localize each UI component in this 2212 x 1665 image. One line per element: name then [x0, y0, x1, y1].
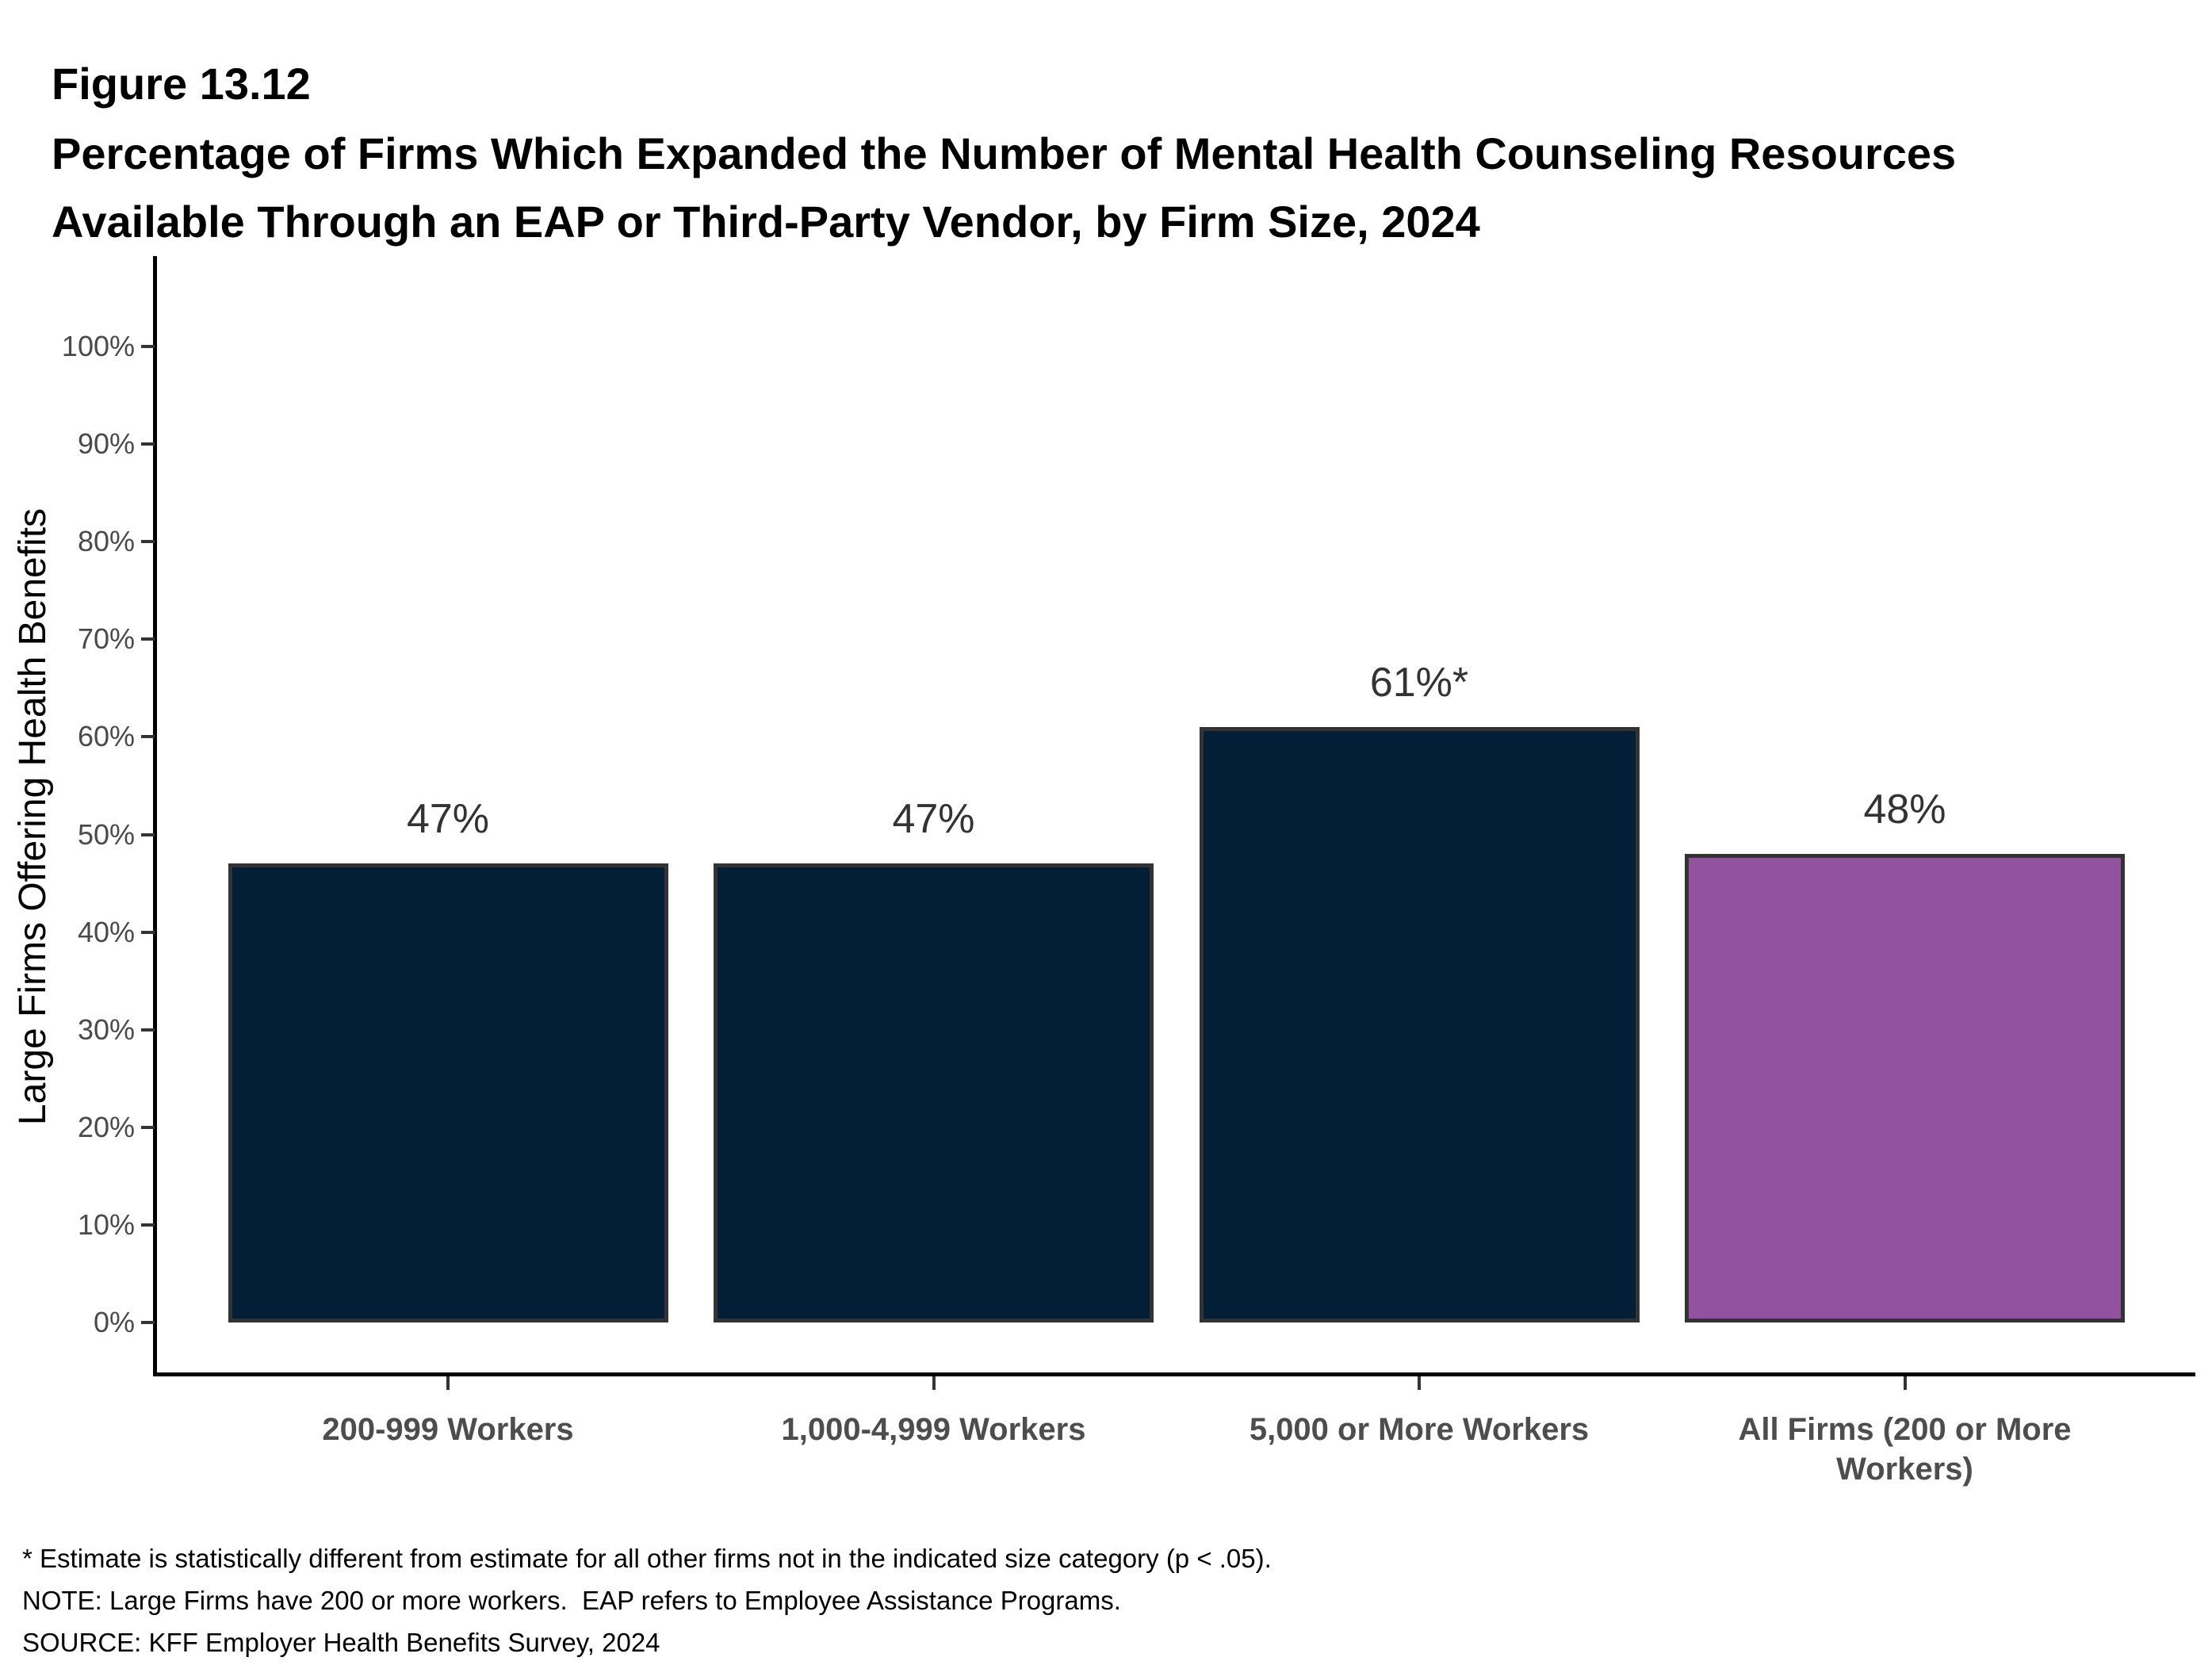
bar-value-label: 61%* [1369, 660, 1469, 706]
y-tick [141, 1223, 155, 1227]
footnote-source: SOURCE: KFF Employer Health Benefits Sur… [22, 1628, 660, 1657]
y-tick [141, 1028, 155, 1032]
y-tick-label: 100% [61, 330, 135, 362]
bar-value-label: 47% [892, 796, 975, 843]
bar [714, 863, 1154, 1322]
y-axis-line [153, 256, 157, 1376]
y-tick [141, 735, 155, 739]
y-tick [141, 1125, 155, 1129]
y-tick [141, 1321, 155, 1324]
y-tick-label: 50% [77, 817, 135, 851]
chart-title-line-1: Percentage of Firms Which Expanded the N… [52, 128, 1957, 178]
x-tick [446, 1376, 450, 1390]
bar [1199, 727, 1640, 1322]
bar-value-label: 47% [406, 796, 490, 843]
bar [228, 863, 668, 1322]
footnote-note: NOTE: Large Firms have 200 or more worke… [22, 1586, 1121, 1615]
figure-number: Figure 13.12 [52, 59, 311, 109]
x-tick [1903, 1376, 1907, 1390]
y-tick [141, 345, 155, 348]
y-tick-label: 80% [77, 525, 135, 558]
y-tick [141, 442, 155, 446]
y-tick-label: 40% [77, 915, 135, 948]
x-category-label: 200-999 Workers [322, 1412, 574, 1447]
y-tick-label: 20% [77, 1110, 135, 1143]
x-tick [932, 1376, 936, 1390]
x-tick [1418, 1376, 1421, 1390]
y-tick [141, 930, 155, 934]
bar [1685, 854, 2125, 1322]
y-tick [141, 540, 155, 544]
chart-title-line-2: Available Through an EAP or Third-Party … [52, 197, 1480, 247]
footnote-significance: * Estimate is statistically different fr… [22, 1544, 1272, 1573]
y-tick-label: 0% [93, 1306, 135, 1338]
x-category-label: 1,000-4,999 Workers [781, 1412, 1086, 1447]
y-tick-label: 30% [77, 1012, 135, 1046]
x-category-label: 5,000 or More Workers [1249, 1412, 1590, 1447]
x-axis-line [153, 1372, 2195, 1376]
y-tick-label: 10% [77, 1208, 135, 1241]
y-tick-label: 60% [77, 720, 135, 753]
y-tick [141, 637, 155, 641]
y-tick-label: 70% [77, 622, 135, 656]
y-tick [141, 832, 155, 836]
x-category-label: All Firms (200 or More Workers) [1738, 1412, 2072, 1487]
y-tick-label: 90% [77, 427, 135, 461]
bar-value-label: 48% [1863, 787, 1946, 833]
